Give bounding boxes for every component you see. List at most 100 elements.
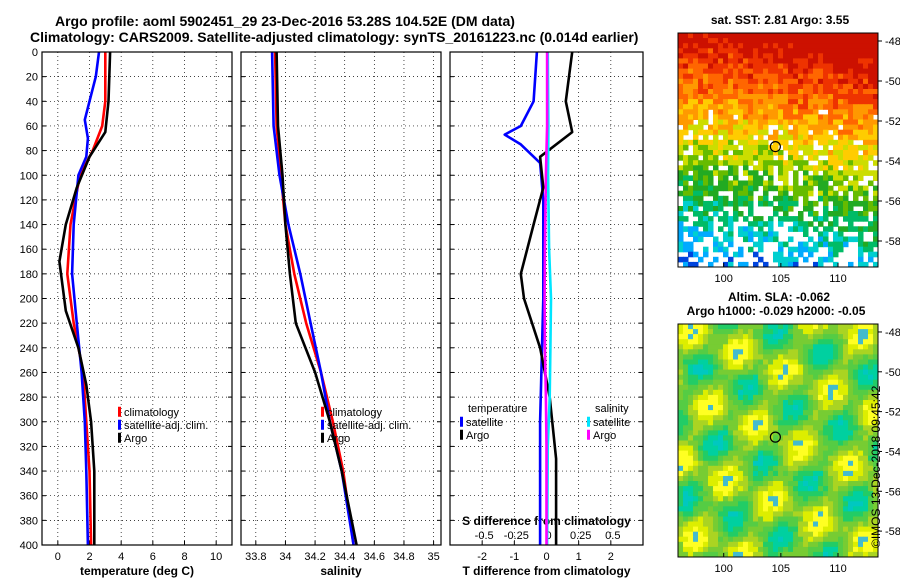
sst-map-ytick-label: -50 — [885, 76, 900, 88]
temperature-ytick-label: 0 — [32, 47, 38, 59]
difference-series-line — [519, 51, 574, 545]
sst-map-ytick-label: -52 — [885, 116, 900, 128]
sla-map-ytick-label: -58 — [885, 526, 900, 538]
salinity-legend-swatch — [321, 432, 324, 443]
difference-legend-swatch — [460, 416, 463, 427]
temperature-xtick-label: 2 — [86, 551, 92, 563]
sla-map-xtick-label: 100 — [715, 563, 733, 575]
sst-map-xtick-label: 100 — [715, 273, 733, 285]
difference-series-line — [543, 52, 549, 545]
salinity-legend-swatch — [321, 406, 324, 417]
salinity-xtick-label: 34.2 — [304, 551, 325, 563]
salinity-legend-label: climatology — [327, 407, 383, 419]
salinity-legend-label: Argo — [327, 433, 350, 445]
sst-map-ytick-label: -54 — [885, 156, 900, 168]
sst-map-frame — [677, 32, 879, 268]
temperature-legend-label: Argo — [124, 433, 147, 445]
salinity-series-line — [275, 51, 358, 546]
salinity-xtick-label: 34.6 — [364, 551, 385, 563]
difference-legend-label: Argo — [466, 430, 489, 442]
temperature-xtick-label: 6 — [150, 551, 156, 563]
sla-map-ytick-label: -54 — [885, 446, 900, 458]
difference-legend-swatch — [587, 416, 590, 427]
sst-map-xtick-label: 105 — [772, 273, 790, 285]
temperature-legend-label: climatology — [124, 407, 180, 419]
sla-map-frame — [677, 323, 879, 558]
difference-legend-swatch — [587, 429, 590, 440]
difference-legend-label: satellite — [466, 417, 503, 429]
sla-map-xtick-label: 110 — [829, 563, 847, 575]
temperature-ytick-label: 60 — [26, 121, 38, 133]
temperature-ytick-label: 40 — [26, 96, 38, 108]
salinity-xtick-label: 34 — [279, 551, 291, 563]
salinity-xtick-label: 34.4 — [334, 551, 355, 563]
temperature-ytick-label: 400 — [20, 540, 38, 552]
temperature-ytick-label: 120 — [20, 195, 38, 207]
temperature-ytick-label: 100 — [20, 170, 38, 182]
salinity-legend-label: satellite-adj. clim. — [327, 420, 411, 432]
salinity-legend-swatch — [321, 419, 324, 430]
sst-map-xtick-label: 110 — [829, 273, 847, 285]
sst-map-ytick-label: -58 — [885, 236, 900, 248]
temperature-ytick-label: 380 — [20, 515, 38, 527]
temperature-ytick-label: 360 — [20, 491, 38, 503]
temperature-ytick-label: 300 — [20, 417, 38, 429]
sla-map-subtitle: Argo h1000: -0.029 h2000: -0.05 — [687, 304, 866, 318]
temperature-xtick-label: 4 — [118, 551, 124, 563]
temperature-series-line — [66, 52, 107, 546]
difference-x2tick-label: 0.5 — [605, 530, 620, 542]
difference-xlabel: T difference from climatology — [462, 564, 630, 578]
sst-map-ytick-label: -48 — [885, 36, 900, 48]
temperature-xlabel: temperature (deg C) — [80, 564, 194, 578]
temperature-ytick-label: 20 — [26, 72, 38, 84]
temperature-ytick-label: 220 — [20, 318, 38, 330]
difference-xtick-label: -1 — [509, 551, 519, 563]
temperature-ytick-label: 80 — [26, 146, 38, 158]
temperature-legend-swatch — [118, 406, 121, 417]
sst-map-title: sat. SST: 2.81 Argo: 3.55 — [711, 13, 850, 27]
temperature-series-line — [58, 51, 112, 545]
sla-map-ytick-label: -50 — [885, 367, 900, 379]
sla-map-xtick-label: 105 — [772, 563, 790, 575]
difference-legend-label: satellite — [593, 417, 630, 429]
temperature-ytick-label: 260 — [20, 367, 38, 379]
sst-map-ytick-label: -56 — [885, 196, 900, 208]
sla-map-cells — [678, 324, 879, 558]
temperature-ytick-label: 160 — [20, 244, 38, 256]
difference-x2tick-label: -0.5 — [475, 530, 494, 542]
header-line2: Climatology: CARS2009. Satellite-adjuste… — [30, 29, 639, 45]
sst-map-cells — [678, 33, 879, 268]
sla-map-ytick-label: -48 — [885, 327, 900, 339]
header-line1: Argo profile: aoml 5902451_29 23-Dec-201… — [55, 13, 515, 29]
difference-frame — [449, 51, 644, 546]
difference-xtick-label: 2 — [608, 551, 614, 563]
salinity-xtick-label: 35 — [427, 551, 439, 563]
sla-map-title: Altim. SLA: -0.062 — [728, 290, 830, 304]
difference-x2tick-label: 0.25 — [570, 530, 591, 542]
sst-map-argo-marker — [769, 141, 781, 153]
temperature-ytick-label: 240 — [20, 343, 38, 355]
salinity-frame — [240, 51, 442, 546]
temperature-legend-swatch — [118, 419, 121, 430]
temperature-ytick-label: 280 — [20, 392, 38, 404]
temperature-ytick-label: 140 — [20, 220, 38, 232]
temperature-ytick-label: 200 — [20, 294, 38, 306]
temperature-legend-label: satellite-adj. clim. — [124, 420, 208, 432]
salinity-xtick-label: 33.8 — [245, 551, 266, 563]
temperature-frame — [41, 51, 233, 546]
sla-map-ytick-label: -52 — [885, 407, 900, 419]
difference-xtick-label: 1 — [576, 551, 582, 563]
imos-timestamp: ©IMOS 13-Dec-2018 09:45:42 — [869, 385, 883, 548]
difference-legend-title: salinity — [595, 403, 629, 415]
temperature-series-line — [70, 51, 101, 546]
difference-series-line — [545, 51, 553, 546]
difference-x2tick-label: 0 — [545, 530, 551, 542]
difference-x2tick-label: -0.25 — [504, 530, 529, 542]
sla-map-ytick-label: -56 — [885, 486, 900, 498]
difference-xtick-label: 0 — [543, 551, 549, 563]
temperature-ytick-label: 320 — [20, 441, 38, 453]
temperature-legend-swatch — [118, 432, 121, 443]
difference-legend-swatch — [460, 429, 463, 440]
difference-xtick-label: -2 — [477, 551, 487, 563]
